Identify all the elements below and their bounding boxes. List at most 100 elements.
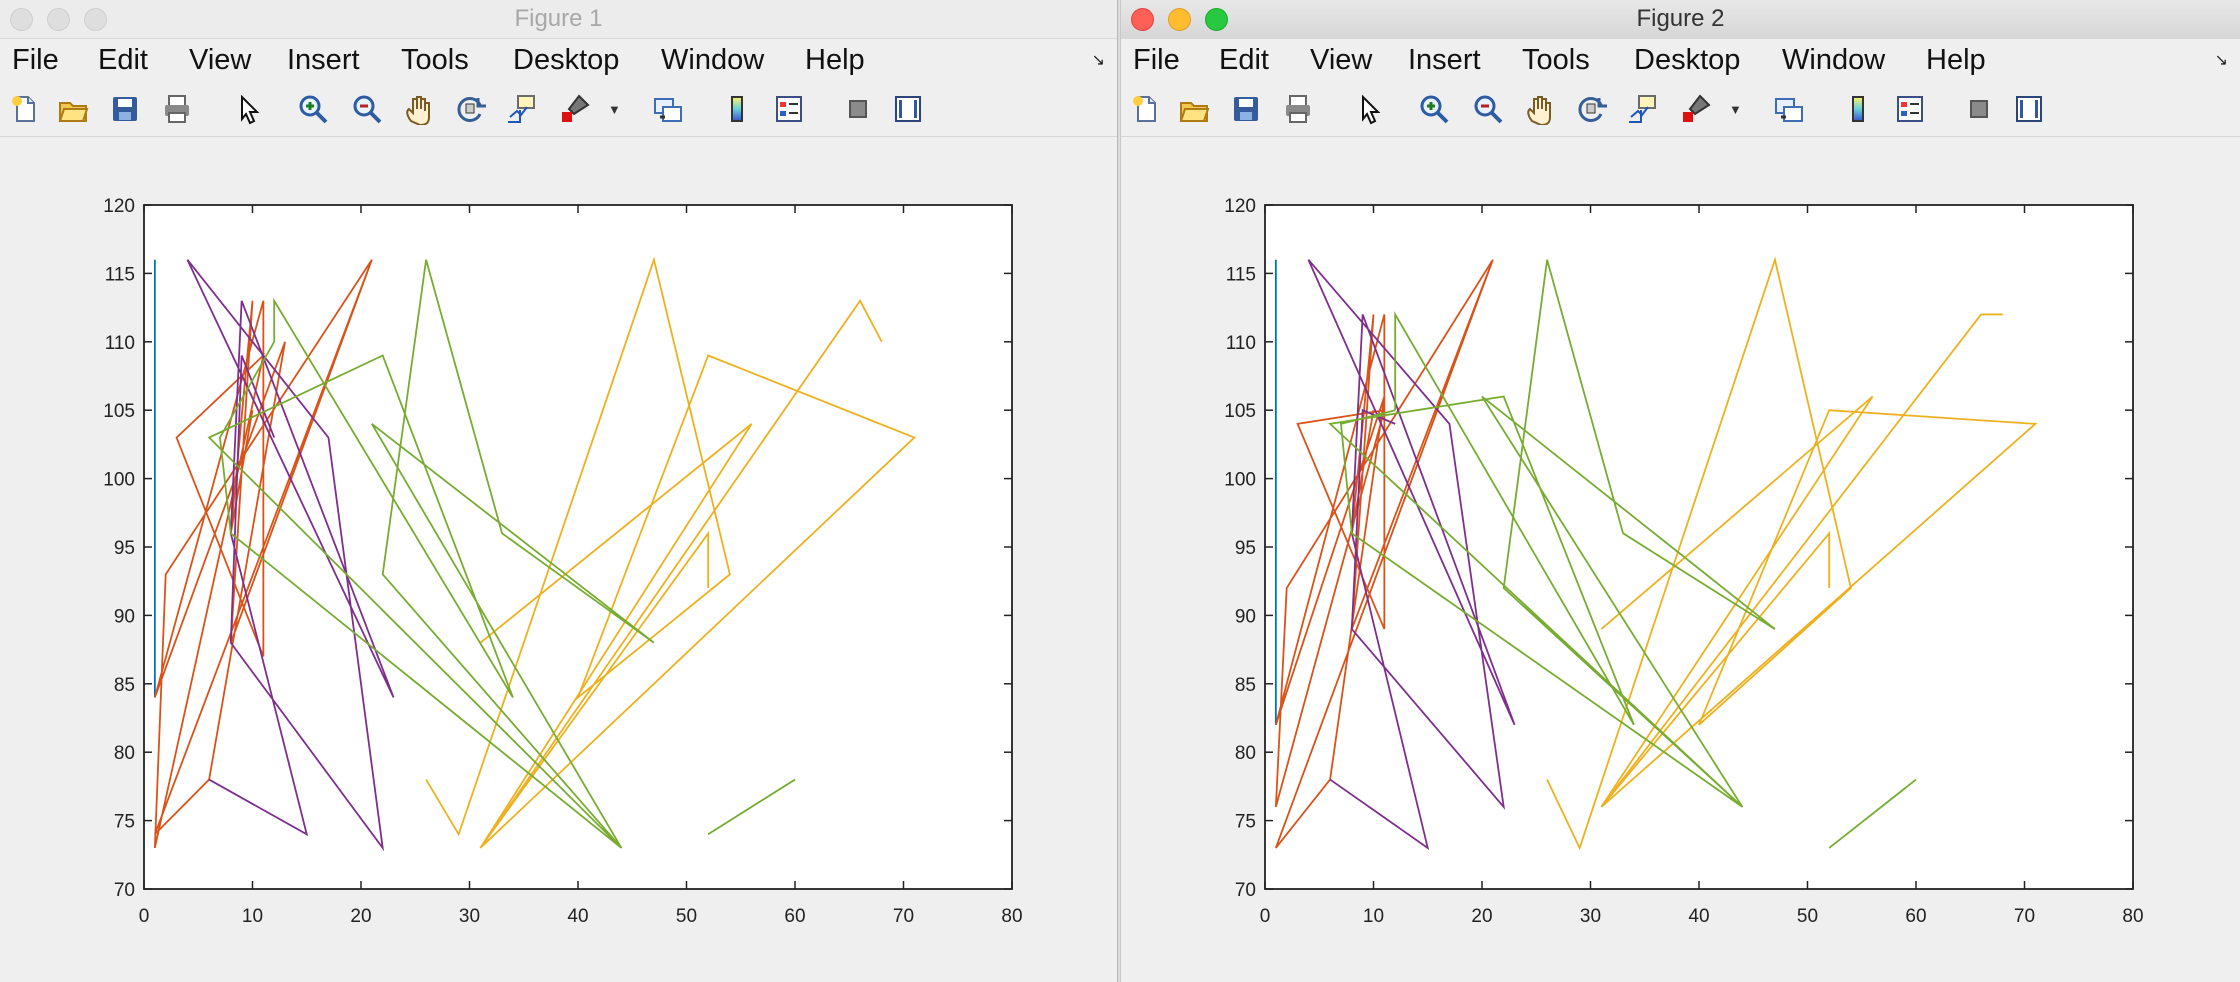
colorbar-icon[interactable] (1841, 92, 1875, 126)
menu-file[interactable]: File (1133, 44, 1180, 76)
rotate-3d-icon[interactable] (1575, 92, 1609, 126)
y-tick-label: 85 (1235, 675, 1256, 696)
data-series-line (1328, 259, 1776, 808)
minimize-button[interactable] (47, 8, 70, 31)
y-tick-label: 105 (103, 401, 135, 422)
y-tick-label: 110 (105, 333, 135, 354)
menu-insert[interactable]: Insert (287, 44, 360, 76)
colorbar-icon[interactable] (720, 92, 754, 126)
brush-icon[interactable] (1679, 92, 1713, 126)
new-figure-icon[interactable] (8, 92, 42, 126)
pan-icon[interactable] (402, 92, 436, 126)
menu-edit[interactable]: Edit (1219, 44, 1269, 76)
y-tick-label: 85 (114, 675, 135, 696)
y-tick-label: 100 (103, 470, 135, 491)
y-tick-label: 105 (1224, 401, 1256, 422)
menu-tools[interactable]: Tools (1522, 44, 1590, 76)
window-title: Figure 2 (1636, 5, 1725, 32)
link-plot-icon[interactable] (1772, 92, 1806, 126)
x-tick-label: 80 (2122, 906, 2143, 927)
hide-plot-tools-icon[interactable] (841, 92, 875, 126)
open-file-icon[interactable] (56, 92, 90, 126)
menu-tools[interactable]: Tools (401, 44, 469, 76)
x-tick-label: 0 (139, 906, 150, 927)
menu-desktop[interactable]: Desktop (1634, 44, 1741, 76)
zoom-button[interactable] (84, 8, 107, 31)
rotate-3d-icon[interactable] (454, 92, 488, 126)
open-file-icon[interactable] (1177, 92, 1211, 126)
x-tick-label: 40 (567, 906, 588, 927)
brush-dropdown-icon[interactable]: ▼ (1729, 102, 1742, 117)
data-series-line (479, 423, 753, 849)
menu-desktop[interactable]: Desktop (513, 44, 620, 76)
data-series-line (207, 259, 655, 849)
figure-toolbar: ▼ (1121, 84, 2240, 137)
menu-view[interactable]: View (189, 44, 252, 76)
menu-edit[interactable]: Edit (98, 44, 148, 76)
menu-view[interactable]: View (1310, 44, 1373, 76)
menu-window[interactable]: Window (1782, 44, 1886, 76)
data-series-line (1546, 256, 2038, 851)
y-tick-label: 70 (114, 880, 135, 901)
data-cursor-icon[interactable] (505, 92, 539, 126)
data-series-line (153, 259, 373, 849)
y-tick-label: 70 (1235, 880, 1256, 901)
menu-bar: File Edit View Insert Tools Desktop Wind… (0, 40, 1117, 82)
print-icon[interactable] (160, 92, 194, 126)
print-icon[interactable] (1281, 92, 1315, 126)
dock-arrow-icon[interactable]: ↘ (1091, 52, 1105, 69)
zoom-in-icon[interactable] (1417, 92, 1451, 126)
zoom-button[interactable] (1205, 8, 1228, 31)
y-tick-label: 95 (114, 538, 135, 559)
legend-icon[interactable] (1893, 92, 1927, 126)
data-cursor-icon[interactable] (1626, 92, 1660, 126)
link-plot-icon[interactable] (651, 92, 685, 126)
save-icon[interactable] (108, 92, 142, 126)
x-tick-label: 0 (1260, 906, 1271, 927)
x-tick-label: 20 (1471, 906, 1492, 927)
x-tick-label: 60 (1905, 906, 1926, 927)
minimize-button[interactable] (1168, 8, 1191, 31)
y-tick-label: 80 (1235, 743, 1256, 764)
data-series-line (707, 778, 796, 836)
brush-dropdown-icon[interactable]: ▼ (608, 102, 621, 117)
menu-help[interactable]: Help (805, 44, 865, 76)
menu-help[interactable]: Help (1926, 44, 1986, 76)
show-plot-tools-icon[interactable] (891, 92, 925, 126)
pan-icon[interactable] (1523, 92, 1557, 126)
figure-2-window: Figure 2 File Edit View Insert Tools Des… (1120, 0, 2240, 982)
close-button[interactable] (1131, 8, 1154, 31)
x-tick-label: 60 (784, 906, 805, 927)
x-tick-label: 10 (1363, 906, 1384, 927)
figure-1-window: Figure 1 File Edit View Insert Tools Des… (0, 0, 1118, 982)
zoom-in-icon[interactable] (296, 92, 330, 126)
y-tick-label: 75 (1235, 812, 1256, 833)
x-tick-label: 40 (1688, 906, 1709, 927)
save-icon[interactable] (1229, 92, 1263, 126)
title-bar[interactable]: Figure 1 (0, 0, 1117, 39)
figure-1-axes[interactable]: 0 10 20 30 40 50 60 70 80 70 75 80 85 90 95 100 105 110 11… (0, 140, 1118, 982)
menu-insert[interactable]: Insert (1408, 44, 1481, 76)
menu-window[interactable]: Window (661, 44, 765, 76)
title-bar[interactable]: Figure 2 (1121, 0, 2240, 39)
data-series-line (1828, 778, 1917, 849)
hide-plot-tools-icon[interactable] (1962, 92, 1996, 126)
brush-icon[interactable] (558, 92, 592, 126)
zoom-out-icon[interactable] (350, 92, 384, 126)
edit-plot-icon[interactable] (232, 92, 266, 126)
show-plot-tools-icon[interactable] (2012, 92, 2046, 126)
x-tick-label: 10 (242, 906, 263, 927)
y-tick-label: 90 (1235, 606, 1256, 627)
axes-box (1264, 204, 2134, 890)
edit-plot-icon[interactable] (1353, 92, 1387, 126)
zoom-out-icon[interactable] (1471, 92, 1505, 126)
legend-icon[interactable] (772, 92, 806, 126)
y-tick-label: 115 (1226, 264, 1256, 285)
new-figure-icon[interactable] (1129, 92, 1163, 126)
close-button[interactable] (10, 8, 33, 31)
x-tick-label: 30 (459, 906, 480, 927)
menu-file[interactable]: File (12, 44, 59, 76)
figure-2-axes[interactable]: 0 10 20 30 40 50 60 70 80 70 75 80 85 90 95 100 105 110 11… (1121, 140, 2240, 982)
data-series-line (1274, 259, 1494, 849)
dock-arrow-icon[interactable]: ↘ (2214, 52, 2228, 69)
